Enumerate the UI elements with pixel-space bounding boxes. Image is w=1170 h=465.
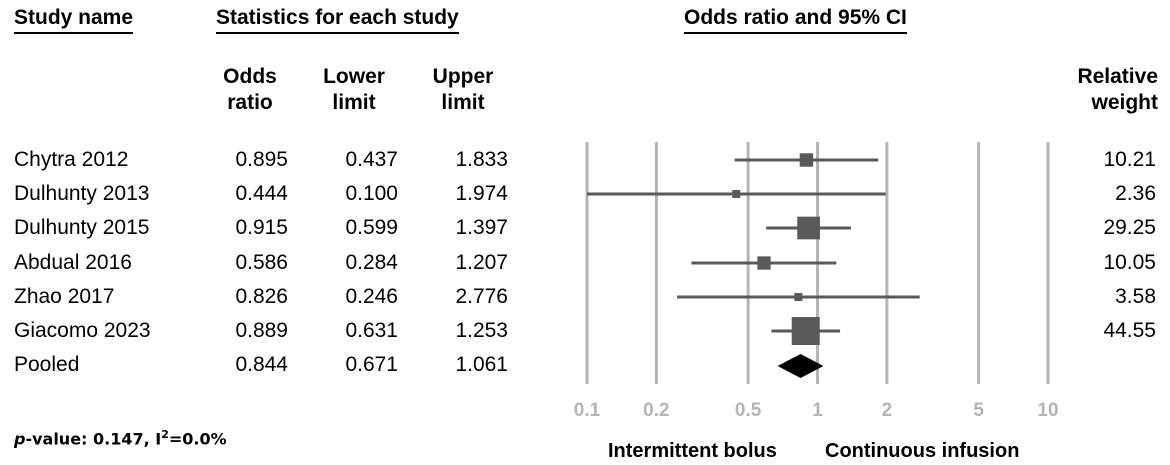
tick-label: 0.5	[735, 400, 762, 421]
i2-superscript: 2	[161, 428, 169, 441]
study-name-header: Study name	[14, 6, 134, 34]
lower-limit-header-line2: limit	[332, 91, 376, 114]
odds-ratio-header-line1: Odds	[223, 65, 277, 88]
relative-weight-value: 29.25	[1103, 216, 1156, 239]
upper-limit-value: 1.207	[455, 251, 508, 274]
upper-limit-header-line1: Upper	[432, 65, 494, 88]
lower-limit-value: 0.599	[345, 216, 398, 239]
lower-limit-value: 0.631	[345, 319, 398, 342]
study-name: Giacomo 2023	[14, 319, 151, 342]
study-name: Zhao 2017	[14, 285, 115, 308]
study-marker	[794, 293, 803, 301]
tick-label: 5	[973, 400, 984, 421]
study-marker	[791, 317, 820, 345]
study-name: Abdual 2016	[14, 251, 132, 274]
study-name: Dulhunty 2015	[14, 216, 150, 239]
pooled-upper-limit-value: 1.061	[455, 353, 508, 376]
pooled-lower-limit-value: 0.671	[345, 353, 398, 376]
axis-label-left: Intermittent bolus	[608, 440, 777, 462]
upper-limit-column-header: Upper limit	[418, 64, 508, 116]
pooled-label: Pooled	[14, 353, 80, 376]
odds-ratio-value: 0.444	[235, 182, 288, 205]
relative-weight-column-header: Relative weight	[1040, 64, 1158, 116]
odds-ratio-value: 0.895	[235, 148, 288, 171]
study-marker	[799, 153, 814, 167]
relative-weight-value: 44.55	[1103, 319, 1156, 342]
tick-label: 0.2	[643, 400, 669, 421]
lower-limit-header-line1: Lower	[323, 65, 385, 88]
odds-ratio-header-line2: ratio	[227, 91, 273, 114]
relative-weight-value: 2.36	[1115, 182, 1156, 205]
relative-weight-value: 3.58	[1115, 285, 1156, 308]
lower-limit-value: 0.246	[345, 285, 398, 308]
p-value-text: -value: 0.147, I	[25, 429, 162, 449]
odds-ratio-column-header: Odds ratio	[205, 64, 295, 116]
p-value-statistics: p-value: 0.147, I2=0.0%	[14, 428, 227, 448]
odds-ratio-ci-header: Odds ratio and 95% CI	[684, 6, 907, 34]
study-marker	[797, 216, 820, 240]
pooled-diamond	[777, 354, 824, 378]
upper-limit-header-line2: limit	[441, 91, 485, 114]
odds-ratio-value: 0.586	[235, 251, 288, 274]
tick-label: 1	[812, 400, 823, 421]
odds-ratio-value: 0.889	[235, 319, 288, 342]
odds-ratio-value: 0.826	[235, 285, 288, 308]
lower-limit-column-header: Lower limit	[309, 64, 399, 116]
study-name: Chytra 2012	[14, 148, 129, 171]
lower-limit-value: 0.284	[345, 251, 398, 274]
pooled-odds-ratio-value: 0.844	[235, 353, 288, 376]
lower-limit-value: 0.100	[345, 182, 398, 205]
upper-limit-value: 1.397	[455, 216, 508, 239]
relative-weight-header-line1: Relative	[1077, 65, 1158, 88]
relative-weight-value: 10.05	[1103, 251, 1156, 274]
tick-label: 0.1	[574, 400, 601, 421]
upper-limit-value: 2.776	[455, 285, 508, 308]
p-italic: p	[14, 429, 26, 449]
study-marker	[732, 190, 741, 198]
lower-limit-value: 0.437	[345, 148, 398, 171]
upper-limit-value: 1.833	[455, 148, 508, 171]
study-marker	[757, 256, 771, 270]
relative-weight-value: 10.21	[1103, 148, 1156, 171]
upper-limit-value: 1.253	[455, 319, 508, 342]
statistics-header: Statistics for each study	[216, 6, 459, 34]
relative-weight-header-line2: weight	[1091, 91, 1159, 114]
upper-limit-value: 1.974	[455, 182, 508, 205]
i2-value-text: =0.0%	[168, 429, 227, 449]
study-name: Dulhunty 2013	[14, 182, 150, 205]
odds-ratio-value: 0.915	[235, 216, 288, 239]
tick-label: 2	[882, 400, 893, 421]
tick-label: 10	[1037, 400, 1058, 421]
axis-label-right: Continuous infusion	[825, 440, 1020, 462]
